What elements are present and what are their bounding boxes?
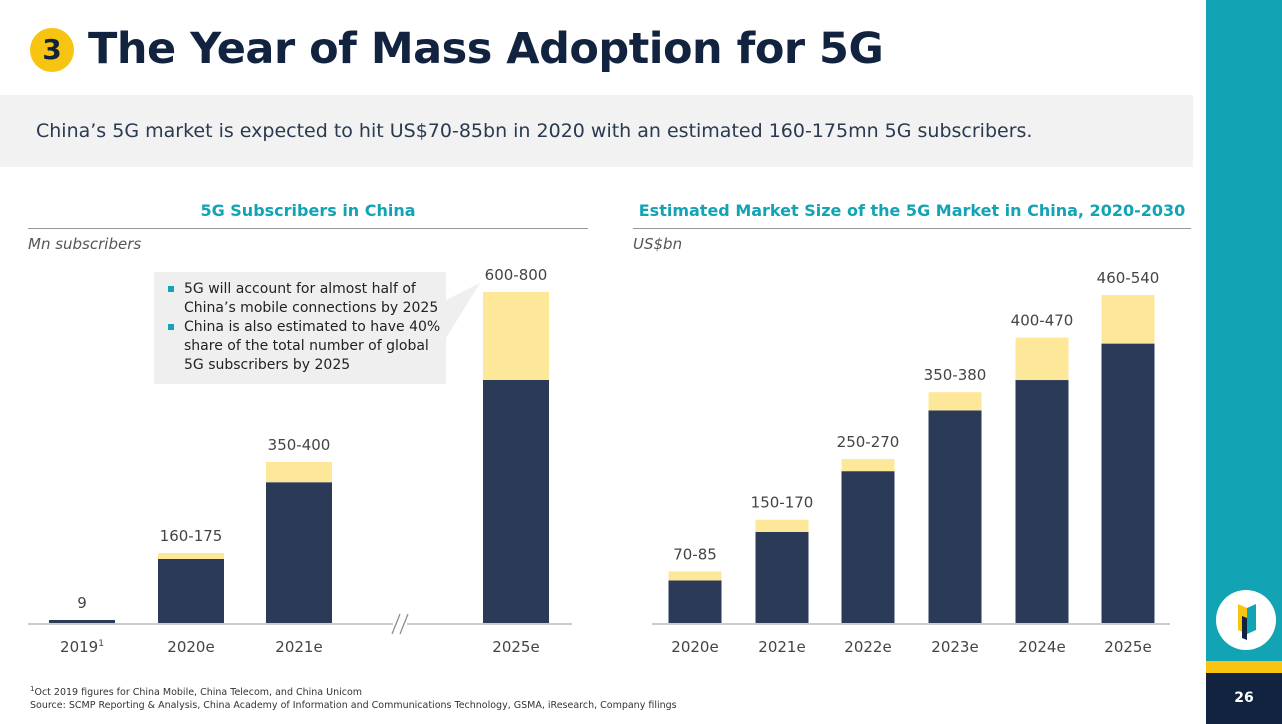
chart-1-bar-range	[158, 553, 224, 559]
chart-2-bar-range	[755, 519, 809, 532]
chart-2-data-label: 70-85	[673, 545, 717, 563]
chart-1-axis-break-mark	[391, 613, 401, 635]
page-title: The Year of Mass Adoption for 5G	[88, 24, 884, 74]
chart-1-bar-low	[266, 482, 332, 623]
footnote: 1Oct 2019 figures for China Mobile, Chin…	[30, 683, 677, 712]
sidebar-accent-strip	[1206, 661, 1282, 673]
chart-1-bar-low	[158, 559, 224, 623]
chart-2-bar-low	[1015, 380, 1069, 623]
section-number-badge: 3	[30, 28, 74, 72]
chart-1-bar-range	[483, 292, 549, 380]
chart-1-data-label: 160-175	[160, 527, 223, 545]
chart-2-unit: US$bn	[633, 235, 683, 253]
chart-1-data-label: 350-400	[268, 436, 331, 454]
chart-1-bar-range	[266, 462, 332, 483]
chart-2-bar-range	[841, 459, 895, 472]
chart-2-bar-range	[928, 392, 982, 411]
chart-2-data-label: 150-170	[751, 494, 814, 512]
callout-box: 5G will account for almost half of China…	[154, 272, 446, 384]
chart-2-tick-label: 2023e	[931, 638, 978, 656]
chart-2-data-label: 400-470	[1011, 312, 1074, 330]
chart-1-axis-break-gap	[393, 615, 407, 635]
logo-icon	[1216, 590, 1276, 650]
footnote-note: 1Oct 2019 figures for China Mobile, Chin…	[30, 685, 363, 699]
sidebar-footer	[1206, 673, 1282, 724]
chart-1-bar-low	[483, 380, 549, 623]
charts-canvas: 9 20191 160-175 2020e 350-400 2021e 600-800 202…	[28, 266, 1170, 656]
chart-2-data-label: 250-270	[837, 433, 900, 451]
chart-2-tick-label: 2020e	[671, 638, 718, 656]
chart-1-title: 5G Subscribers in China	[200, 201, 416, 220]
callout-bullet: 5G will account for almost half of China…	[168, 280, 446, 318]
chart-2-bar-range	[668, 571, 722, 581]
chart-1-tick-label: 2025e	[492, 638, 539, 656]
chart-2-data-label: 460-540	[1097, 269, 1160, 287]
chart-2-data-label: 350-380	[924, 366, 987, 384]
chart-2-bar-low	[1101, 343, 1155, 623]
callout-bullet: China is also estimated to have 40% shar…	[168, 318, 446, 375]
chart-2-bar-low	[841, 471, 895, 623]
chart-2-bar-range	[1015, 337, 1069, 381]
chart-2-bar-range	[1101, 295, 1155, 344]
subtitle-bar	[0, 95, 1193, 167]
chart-2-bar-low	[755, 531, 809, 623]
chart-1-axis-break-mark	[399, 613, 409, 635]
chart-2-bar-low	[668, 580, 722, 623]
page-subtitle: China’s 5G market is expected to hit US$…	[36, 120, 1033, 142]
chart-2-tick-label: 2024e	[1018, 638, 1065, 656]
footnote-source: Source: SCMP Reporting & Analysis, China…	[30, 700, 677, 712]
callout-pointer	[446, 283, 480, 338]
chart-1-data-label: 9	[77, 594, 87, 612]
chart-1-tick-label: 20191	[60, 638, 104, 656]
chart-2-tick-label: 2021e	[758, 638, 805, 656]
logo-mark-icon	[1238, 604, 1256, 640]
chart-1-bar-low	[49, 620, 115, 623]
chart-1-title-rule	[28, 228, 588, 229]
page-number: 26	[1234, 690, 1254, 706]
chart-1-tick-label: 2020e	[167, 638, 214, 656]
chart-2-tick-label: 2022e	[844, 638, 891, 656]
chart-1-tick-label: 2021e	[275, 638, 322, 656]
chart-1-data-label: 600-800	[485, 266, 548, 284]
chart-2-tick-label: 2025e	[1104, 638, 1151, 656]
chart-2-title: Estimated Market Size of the 5G Market i…	[638, 201, 1186, 220]
chart-1-unit: Mn subscribers	[28, 235, 142, 253]
chart-2-title-rule	[633, 228, 1191, 229]
chart-2-bar-low	[928, 410, 982, 623]
